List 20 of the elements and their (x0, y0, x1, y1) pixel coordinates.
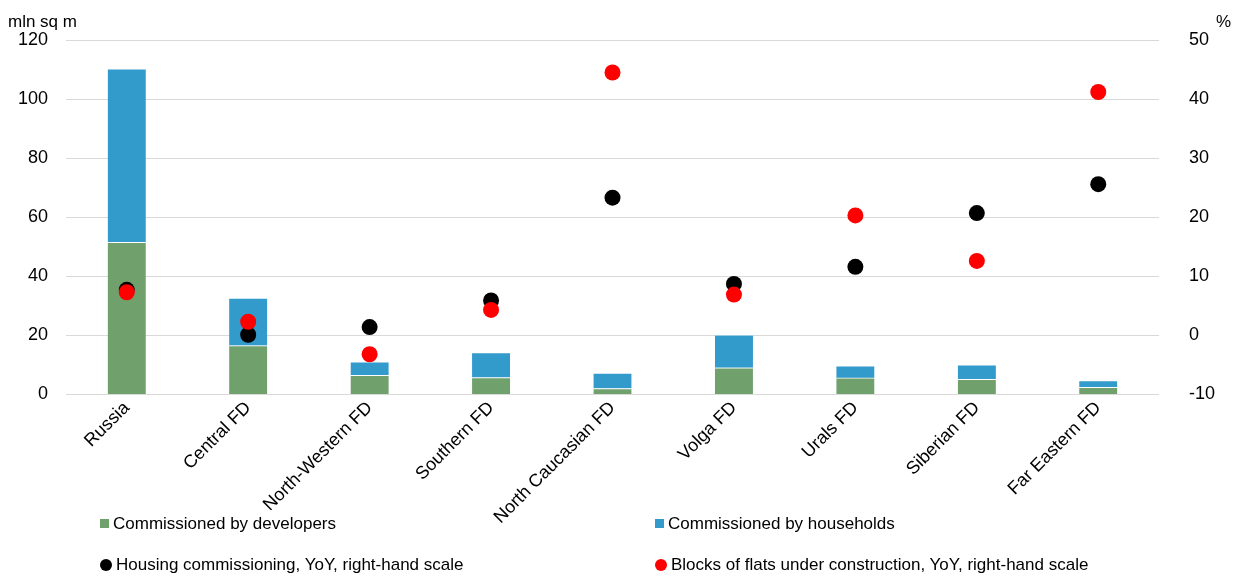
y-tick-label: 100 (17, 88, 49, 109)
y2-tick-label: 10 (1188, 265, 1210, 286)
y2-tick-label: 50 (1188, 28, 1210, 49)
y-tick-label: 0 (38, 383, 49, 404)
legend-label: Blocks of flats under construction, YoY, right-hand scale (671, 554, 1089, 575)
y2-axis-title: % (1215, 11, 1231, 31)
y-axis-title: mln sq m (8, 11, 77, 31)
y2-tick-label: 0 (1188, 324, 1199, 345)
y-tick-label: 80 (28, 147, 49, 168)
legend-label: Commissioned by developers (113, 513, 336, 534)
y-tick-label: 20 (28, 324, 49, 345)
y-tick-label: 40 (28, 265, 49, 286)
legend-label: Commissioned by households (668, 513, 895, 534)
y-tick-label: 60 (28, 206, 49, 227)
legend-label: Housing commissioning, YoY, right-hand scale (116, 554, 464, 575)
y2-tick-label: 30 (1188, 147, 1210, 168)
y2-tick-label: 40 (1188, 88, 1210, 109)
y-tick-label: 120 (17, 28, 49, 49)
y2-tick-label: -10 (1188, 383, 1215, 404)
y2-tick-label: 20 (1188, 206, 1210, 227)
